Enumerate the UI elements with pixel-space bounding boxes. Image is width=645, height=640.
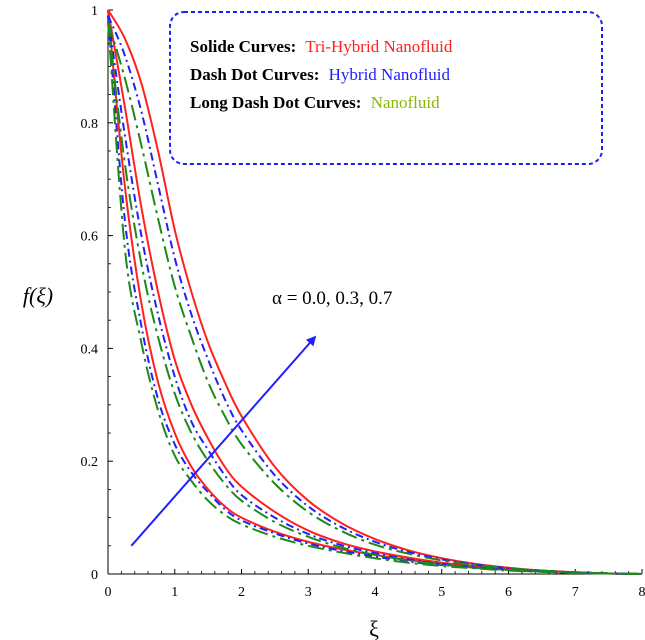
legend: Solide Curves: Tri-Hybrid Nanofluid Dash…: [169, 11, 603, 165]
series-line-hybrid-nanofluid-3: [107, 15, 643, 575]
legend-value-nanofluid: Nanofluid: [371, 93, 440, 112]
y-tick-label: 0.2: [81, 455, 99, 470]
x-tick-label: 1: [171, 585, 178, 600]
legend-label-nanofluid: Long Dash Dot Curves:: [190, 93, 361, 112]
parameter-annotation: α = 0.0, 0.3, 0.7: [272, 288, 392, 309]
x-tick-label: 6: [505, 585, 512, 600]
legend-entry-nanofluid: Long Dash Dot Curves: Nanofluid: [190, 93, 440, 112]
legend-entry-tri-hybrid: Solide Curves: Tri-Hybrid Nanofluid: [190, 37, 453, 56]
x-tick-label: 8: [639, 585, 645, 600]
y-tick-label: 0.6: [81, 230, 99, 245]
x-tick-label: 2: [238, 585, 245, 600]
x-tick-label: 4: [372, 585, 379, 600]
parameter-arrow: [130, 335, 317, 547]
series-line-nanofluid-6: [107, 21, 643, 575]
y-tick-label: 0.4: [81, 342, 99, 357]
series-line-tri-hybrid-nanofluid-2: [107, 9, 643, 575]
legend-label-tri-hybrid: Solide Curves:: [190, 37, 296, 56]
series-line-nanofluid-7: [107, 21, 643, 575]
legend-value-hybrid: Hybrid Nanofluid: [329, 65, 451, 84]
series-line-nanofluid-8: [107, 20, 643, 575]
y-tick-label: 1: [91, 4, 98, 19]
axes: 0 1 2 3 4 5 6 7 8 0 0.2 0.4 0.6 0.8 1: [81, 4, 645, 600]
y-tick-label: 0: [91, 568, 98, 583]
legend-box: [169, 11, 603, 165]
x-tick-label: 5: [438, 585, 445, 600]
legend-value-tri-hybrid: Tri-Hybrid Nanofluid: [305, 37, 453, 56]
x-tick-label: 7: [572, 585, 579, 600]
legend-entry-hybrid: Dash Dot Curves: Hybrid Nanofluid: [190, 65, 450, 84]
y-axis-title: f(ξ): [23, 283, 53, 308]
curves: [107, 9, 643, 575]
legend-label-hybrid: Dash Dot Curves:: [190, 65, 319, 84]
x-tick-label: 3: [305, 585, 312, 600]
x-tick-label: 0: [105, 585, 112, 600]
x-axis-title: ξ: [369, 616, 379, 640]
y-tick-label: 0.8: [81, 117, 99, 132]
